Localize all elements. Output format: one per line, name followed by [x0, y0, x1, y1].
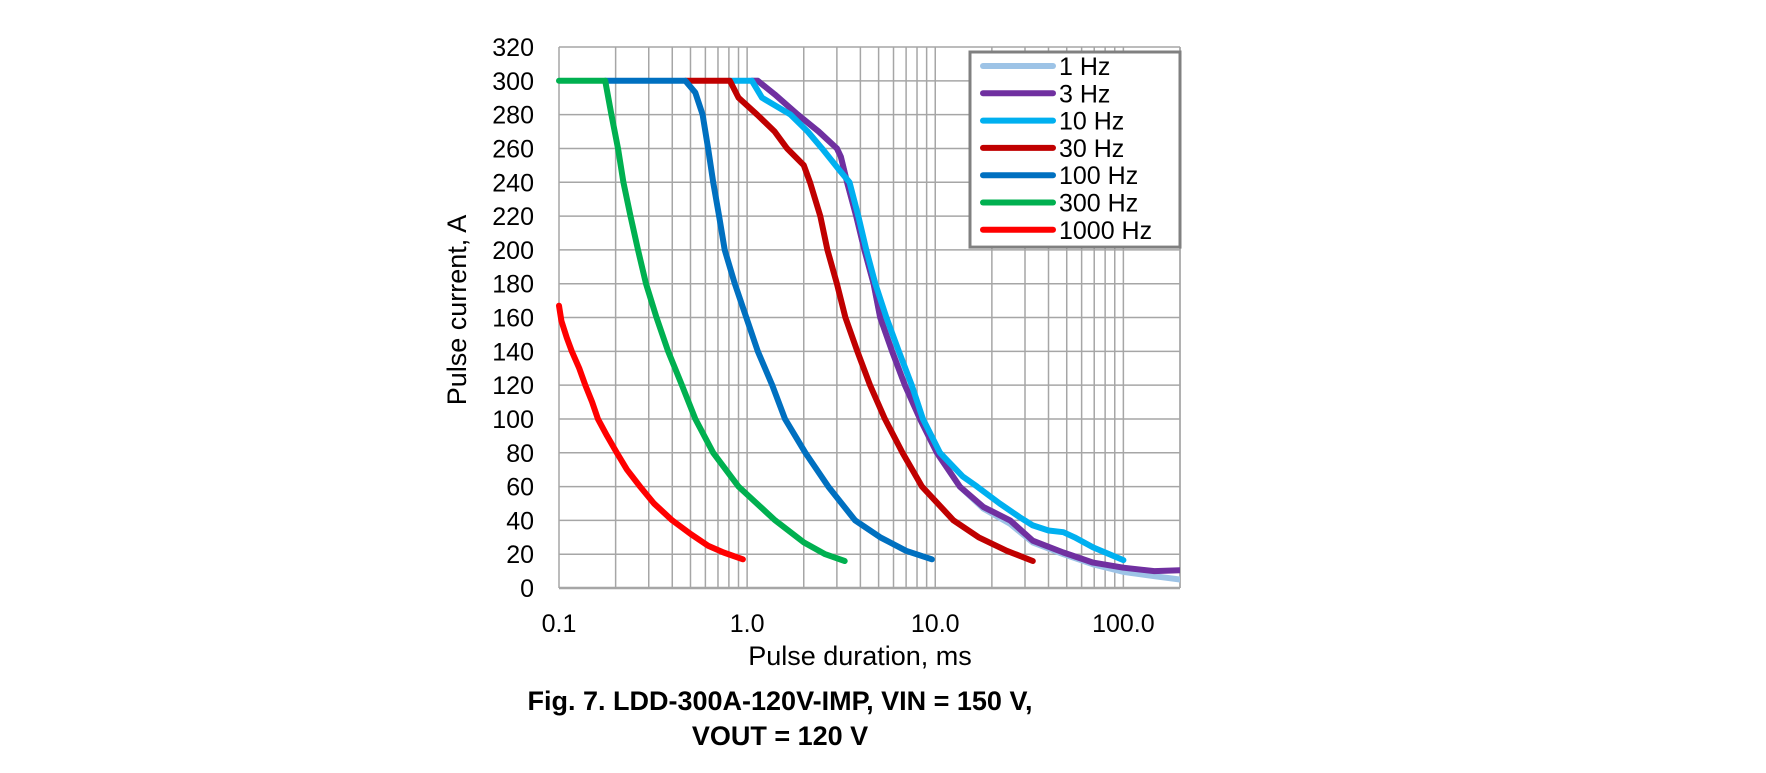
- series-line-30-hz: [682, 77, 1036, 564]
- legend-label-1000-hz: 1000 Hz: [1059, 217, 1152, 245]
- pulse-current-chart: 0 20 40 60 80 100 120 140 160 180 200 220 240 260 280 3…: [442, 34, 1182, 671]
- y-tick-label: 140: [492, 338, 534, 366]
- y-tick-label: 40: [506, 507, 534, 535]
- x-axis-title: Pulse duration, ms: [748, 641, 972, 671]
- series-line-100-hz: [602, 77, 935, 563]
- y-tick-label: 0: [520, 575, 534, 603]
- legend-label-1-hz: 1 Hz: [1059, 53, 1110, 81]
- legend-label-30-hz: 30 Hz: [1059, 135, 1124, 163]
- y-tick-label: 60: [506, 474, 534, 502]
- y-tick-label: 20: [506, 541, 534, 569]
- y-tick-label: 300: [492, 68, 534, 96]
- y-tick-label: 240: [492, 169, 534, 197]
- y-tick-label: 180: [492, 271, 534, 299]
- series-line-3-hz: [748, 77, 1180, 575]
- x-tick-label: 0.1: [542, 610, 577, 638]
- y-tick-label: 220: [492, 203, 534, 231]
- series-line-1000-hz: [556, 302, 746, 563]
- legend-label-3-hz: 3 Hz: [1059, 80, 1110, 108]
- y-tick-label: 320: [492, 34, 534, 62]
- y-tick-label: 100: [492, 406, 534, 434]
- x-tick-label: 100.0: [1092, 610, 1155, 638]
- caption-line-1: Fig. 7. LDD-300A-120V-IMP, VIN = 150 V,: [527, 686, 1033, 716]
- y-tick-label: 280: [492, 102, 534, 130]
- y-tick-label: 120: [492, 372, 534, 400]
- figure-caption: Fig. 7. LDD-300A-120V-IMP, VIN = 150 V, …: [0, 686, 1560, 752]
- x-tick-label: 10.0: [911, 610, 960, 638]
- legend-label-100-hz: 100 Hz: [1059, 162, 1138, 190]
- x-tick-labels: 0.1 1.0 10.0 100.0: [542, 610, 1155, 638]
- x-tick-label: 1.0: [730, 610, 765, 638]
- y-tick-label: 260: [492, 135, 534, 163]
- y-axis-title: Pulse current, A: [442, 215, 472, 406]
- series-line-300-hz: [556, 77, 848, 564]
- series-group: [556, 77, 1180, 583]
- caption-line-2: VOUT = 120 V: [691, 721, 869, 751]
- y-tick-label: 200: [492, 237, 534, 265]
- series-line-10-hz: [725, 77, 1127, 564]
- y-tick-labels: 0 20 40 60 80 100 120 140 160 180 200 220 240 260 280 3…: [492, 34, 534, 603]
- legend-label-10-hz: 10 Hz: [1059, 108, 1124, 136]
- legend-label-300-hz: 300 Hz: [1059, 190, 1138, 218]
- y-tick-label: 160: [492, 305, 534, 333]
- y-tick-label: 80: [506, 440, 534, 468]
